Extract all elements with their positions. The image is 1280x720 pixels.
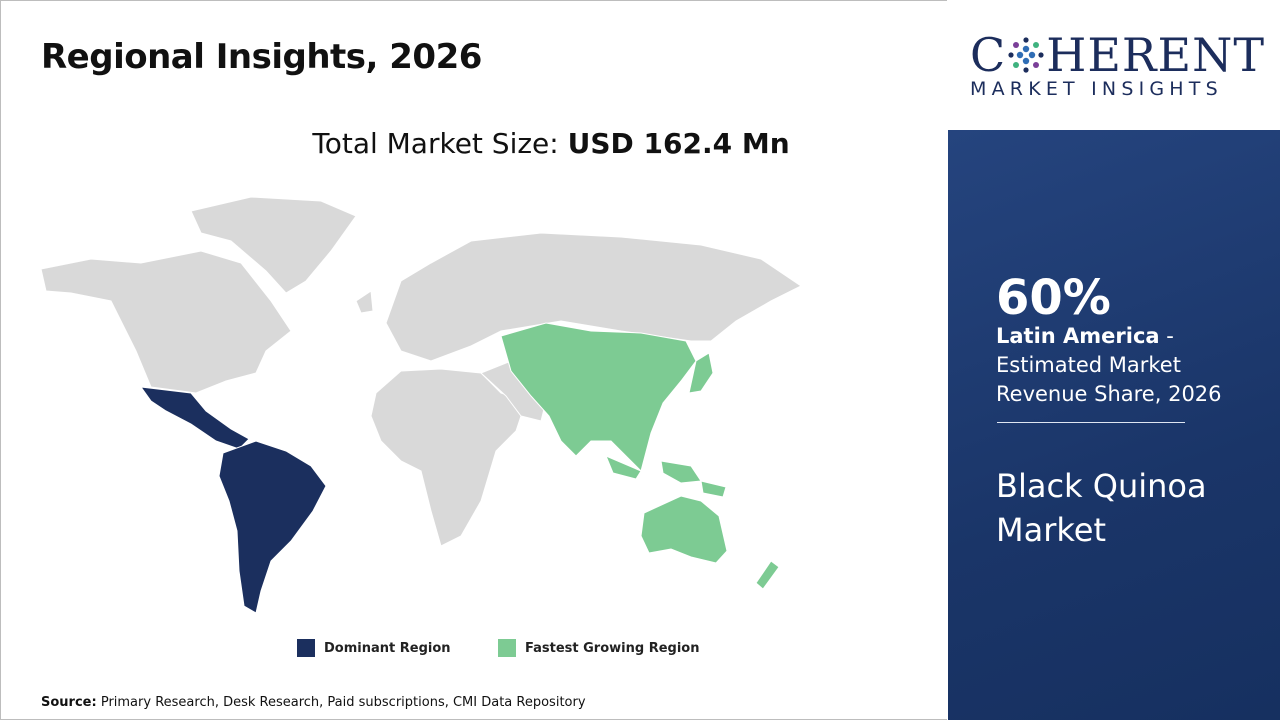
logo-tagline: MARKET INSIGHTS [970,78,1223,100]
source-label: Source: [41,695,97,710]
legend-label: Fastest Growing Region [525,640,700,656]
source-text: Primary Research, Desk Research, Paid su… [100,695,586,710]
legend-swatch [498,639,516,657]
main-area: Regional Insights, 2026 Total Market Siz… [0,0,947,720]
legend-dominant: Dominant Region [297,639,451,657]
logo: C HERENT MARKET INSIGHTS [948,0,1280,130]
region: Latin America [996,324,1160,348]
logo-name: C HERENT [970,28,1265,82]
side-panel: 60% Latin America - Estimated Market Rev… [948,130,1280,720]
total-market-size: Total Market Size: USD 162.4 Mn [1,127,1101,160]
share-description: Latin America - Estimated Market Revenue… [996,322,1266,409]
logo-name-end: HERENT [1046,28,1266,82]
legend-swatch [297,639,315,657]
legend-fastest: Fastest Growing Region [498,639,699,657]
market-name: Black Quinoa Market [996,467,1207,549]
logo-name-start: C [970,28,1007,82]
world-map [40,196,802,614]
market-size-value: USD 162.4 Mn [567,127,790,160]
divider [997,422,1185,423]
share: 60% [996,270,1111,326]
market-size-label: Total Market Size: [312,127,559,160]
description: - Estimated Market Revenue Share, 2026 [996,324,1222,406]
title: Regional Insights, 2026 [41,37,482,77]
legend-label: Dominant Region [324,640,451,656]
source: Source: Primary Research, Desk Research,… [41,695,586,710]
logo-globe [1008,37,1044,73]
